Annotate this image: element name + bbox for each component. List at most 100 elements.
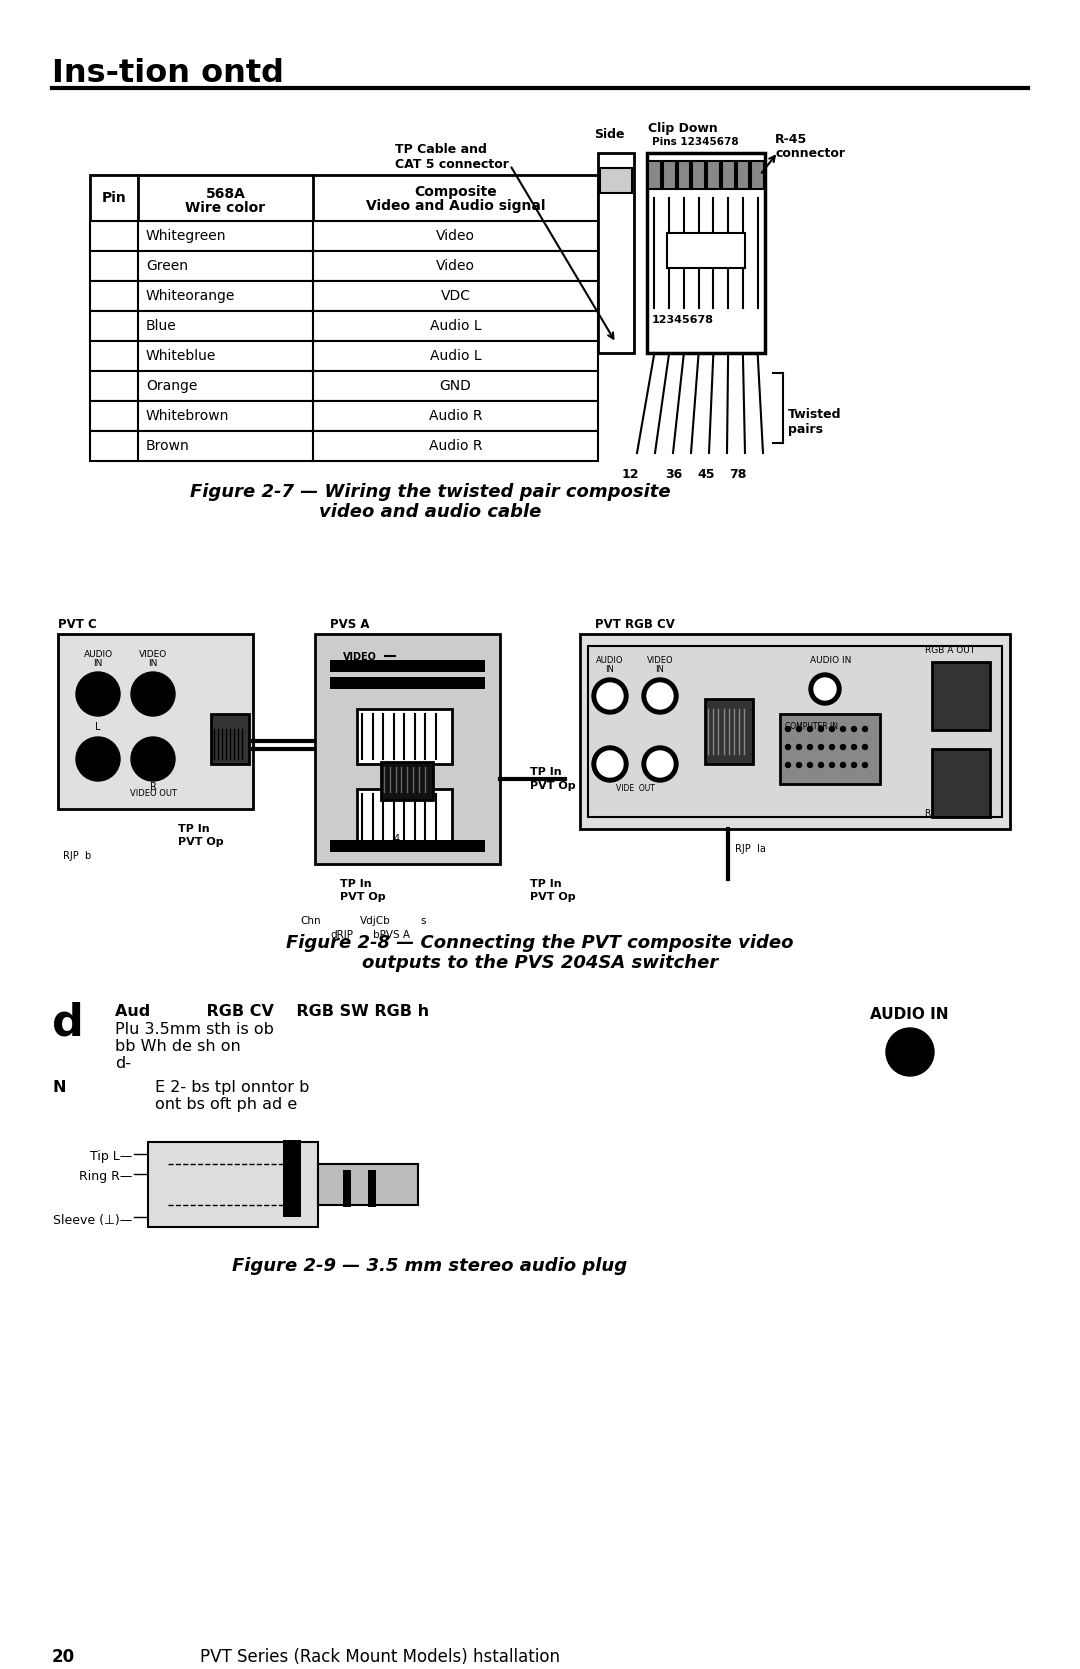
Circle shape: [808, 744, 812, 749]
Circle shape: [592, 678, 627, 714]
Bar: [721, 160, 734, 189]
Bar: [667, 234, 745, 269]
Circle shape: [822, 686, 828, 693]
Text: ont bs oft ph ad e: ont bs oft ph ad e: [156, 1097, 297, 1112]
Text: RGB B OUT: RGB B OUT: [924, 809, 975, 818]
Text: Video and Audio signal: Video and Audio signal: [366, 199, 545, 214]
Bar: [90, 220, 598, 250]
Text: Figure 2-7 — Wiring the twisted pair composite: Figure 2-7 — Wiring the twisted pair com…: [190, 482, 671, 501]
Circle shape: [819, 726, 824, 731]
Text: R-45: R-45: [775, 134, 807, 145]
Text: Figure 2-8 — Connecting the PVT composite video: Figure 2-8 — Connecting the PVT composit…: [286, 935, 794, 951]
Text: AUDIO IN: AUDIO IN: [870, 1006, 948, 1021]
Circle shape: [785, 726, 791, 731]
Text: TP In: TP In: [530, 880, 562, 890]
Circle shape: [797, 726, 801, 731]
Text: connector: connector: [775, 147, 845, 160]
Text: VdjCb: VdjCb: [360, 916, 391, 926]
Text: VIDE  OUT: VIDE OUT: [616, 784, 654, 793]
Circle shape: [137, 743, 168, 774]
Circle shape: [814, 678, 836, 699]
Text: PVT Op: PVT Op: [340, 891, 386, 901]
Text: PVT RGB CV: PVT RGB CV: [595, 618, 675, 631]
Circle shape: [92, 753, 104, 764]
Bar: [90, 250, 598, 280]
Bar: [932, 749, 990, 818]
Text: d-: d-: [114, 1056, 131, 1071]
Text: PVT Op: PVT Op: [530, 891, 576, 901]
Circle shape: [602, 688, 618, 704]
Text: Figure 2-9 — 3.5 mm stereo audio plug: Figure 2-9 — 3.5 mm stereo audio plug: [232, 1257, 627, 1275]
Text: TP Cable and: TP Cable and: [395, 144, 487, 155]
Text: 36: 36: [665, 467, 683, 481]
Bar: [90, 431, 598, 461]
Text: Ring R—: Ring R—: [79, 1170, 132, 1183]
Circle shape: [797, 744, 801, 749]
Bar: [648, 160, 661, 189]
Text: PVT Series (Rack Mount Models) hstallation: PVT Series (Rack Mount Models) hstallati…: [200, 1647, 561, 1666]
Bar: [330, 678, 485, 689]
Text: Ins­tion ontd: Ins­tion ontd: [52, 58, 284, 88]
Circle shape: [652, 756, 669, 773]
Text: IN: IN: [93, 659, 103, 668]
Circle shape: [840, 763, 846, 768]
Text: VIDEO: VIDEO: [647, 656, 673, 664]
Bar: [318, 1163, 418, 1205]
Text: 4: 4: [394, 834, 400, 845]
Bar: [381, 763, 433, 799]
Circle shape: [785, 744, 791, 749]
Text: Whitebrown: Whitebrown: [146, 409, 229, 422]
Circle shape: [642, 678, 678, 714]
Circle shape: [906, 1048, 914, 1056]
Text: Audio L: Audio L: [430, 349, 482, 362]
Text: 568A: 568A: [205, 187, 245, 200]
Circle shape: [863, 763, 867, 768]
Text: 20: 20: [52, 1647, 76, 1666]
Text: d: d: [52, 1001, 84, 1045]
Circle shape: [818, 683, 832, 696]
Circle shape: [647, 751, 673, 778]
Circle shape: [131, 738, 175, 781]
Circle shape: [819, 763, 824, 768]
Text: video and audio cable: video and audio cable: [319, 502, 541, 521]
Bar: [90, 371, 598, 401]
Bar: [315, 634, 500, 865]
Bar: [90, 175, 598, 220]
Text: RGB A OUT: RGB A OUT: [924, 646, 975, 654]
Bar: [90, 340, 598, 371]
Text: PVT Op: PVT Op: [178, 836, 224, 846]
Circle shape: [902, 1045, 918, 1060]
Text: VIDEO OUT: VIDEO OUT: [130, 789, 176, 798]
Circle shape: [829, 763, 835, 768]
Circle shape: [147, 688, 159, 699]
Bar: [647, 154, 765, 354]
Circle shape: [863, 726, 867, 731]
Text: s: s: [420, 916, 426, 926]
Text: AUDIO: AUDIO: [596, 656, 624, 664]
Text: N: N: [52, 1080, 66, 1095]
Text: PVS A: PVS A: [330, 618, 369, 631]
Text: IN: IN: [606, 664, 615, 674]
Bar: [707, 160, 719, 189]
Circle shape: [143, 749, 163, 769]
Circle shape: [863, 744, 867, 749]
Bar: [90, 280, 598, 310]
Bar: [780, 714, 880, 784]
Bar: [211, 714, 249, 764]
Circle shape: [131, 673, 175, 716]
Text: Video: Video: [436, 229, 475, 244]
Circle shape: [886, 1028, 934, 1077]
Text: 45: 45: [697, 467, 715, 481]
Circle shape: [840, 744, 846, 749]
Text: Audio R: Audio R: [429, 439, 483, 452]
Bar: [752, 160, 764, 189]
Text: R: R: [149, 783, 157, 793]
Text: 12: 12: [622, 467, 639, 481]
Text: Audio L: Audio L: [430, 319, 482, 334]
Text: COMPUTER IN: COMPUTER IN: [785, 723, 838, 731]
Text: TP In: TP In: [530, 768, 562, 778]
Circle shape: [602, 756, 618, 773]
Text: Blue: Blue: [146, 319, 177, 334]
Text: Green: Green: [146, 259, 188, 274]
Text: CAT 5 connector: CAT 5 connector: [395, 159, 509, 170]
